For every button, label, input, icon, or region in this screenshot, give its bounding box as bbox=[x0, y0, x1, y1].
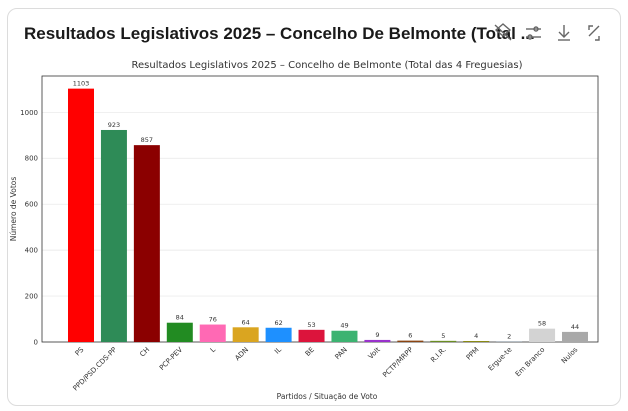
value-label: 53 bbox=[307, 321, 315, 329]
bar bbox=[430, 340, 457, 342]
x-tick-label: PCP-PEV bbox=[158, 346, 184, 372]
x-tick-label: Nulos bbox=[560, 346, 580, 366]
value-label: 6 bbox=[408, 332, 412, 340]
bar bbox=[265, 327, 292, 342]
value-label: 49 bbox=[340, 322, 348, 330]
x-tick-label: ADN bbox=[234, 346, 251, 363]
x-tick-label: BE bbox=[304, 346, 316, 358]
bar bbox=[232, 327, 259, 342]
value-label: 62 bbox=[274, 319, 282, 327]
download-icon[interactable] bbox=[558, 25, 570, 41]
card-title: Resultados Legislativos 2025 – Concelho … bbox=[24, 24, 535, 43]
x-tick-label: PPM bbox=[465, 346, 481, 362]
y-axis-label: Número de Votos bbox=[9, 177, 18, 242]
bar bbox=[199, 324, 226, 342]
x-tick-label: Em Branco bbox=[514, 346, 547, 379]
value-label: 84 bbox=[176, 314, 184, 322]
y-tick-label: 0 bbox=[34, 339, 38, 347]
bar bbox=[397, 340, 424, 342]
bar bbox=[68, 88, 94, 342]
filter-icon[interactable] bbox=[526, 26, 541, 40]
value-label: 2 bbox=[507, 333, 511, 341]
value-label: 1103 bbox=[73, 80, 90, 88]
x-tick-label: PAN bbox=[333, 346, 348, 361]
x-axis-label: Partidos / Situação de Voto bbox=[277, 392, 378, 401]
expand-icon[interactable] bbox=[588, 25, 600, 41]
value-label: 58 bbox=[538, 320, 546, 328]
bar bbox=[364, 339, 391, 342]
bar bbox=[463, 341, 490, 342]
x-tick-label: PS bbox=[74, 345, 86, 357]
x-tick-label: R.I.R. bbox=[429, 346, 447, 364]
y-tick-label: 600 bbox=[25, 201, 38, 209]
value-label: 923 bbox=[108, 121, 120, 129]
y-tick-label: 200 bbox=[25, 293, 38, 301]
y-tick-label: 400 bbox=[25, 247, 38, 255]
value-label: 9 bbox=[375, 331, 379, 339]
bar bbox=[562, 331, 588, 342]
value-label: 4 bbox=[474, 332, 478, 340]
bar bbox=[298, 329, 325, 342]
x-tick-label: Ergue-te bbox=[487, 346, 514, 373]
value-label: 64 bbox=[242, 318, 250, 326]
x-tick-label: Volt bbox=[367, 346, 382, 361]
bar bbox=[529, 328, 556, 342]
toolbar bbox=[494, 23, 600, 41]
x-tick-label: CH bbox=[138, 346, 151, 359]
value-label: 44 bbox=[571, 323, 579, 331]
value-label: 857 bbox=[141, 136, 153, 144]
x-tick-label: PCTP/MRPP bbox=[381, 346, 414, 379]
value-label: 5 bbox=[441, 332, 445, 340]
bar bbox=[133, 145, 160, 342]
value-label: 76 bbox=[209, 316, 217, 324]
x-tick-label: L bbox=[209, 346, 217, 354]
x-tick-label: IL bbox=[273, 346, 283, 356]
bar bbox=[100, 129, 127, 342]
hide-icon[interactable] bbox=[494, 23, 512, 41]
bar bbox=[166, 322, 193, 342]
chart-title: Resultados Legislativos 2025 – Concelho … bbox=[132, 60, 523, 71]
bar bbox=[331, 330, 358, 342]
y-tick-label: 1000 bbox=[20, 109, 38, 117]
y-tick-label: 800 bbox=[25, 155, 38, 163]
